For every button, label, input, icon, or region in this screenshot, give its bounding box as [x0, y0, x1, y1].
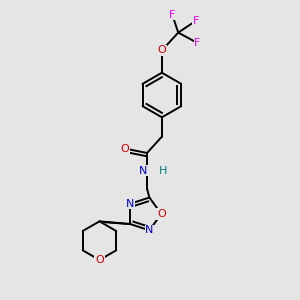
- Text: H: H: [159, 166, 167, 176]
- Text: O: O: [158, 45, 166, 56]
- Text: F: F: [193, 16, 199, 26]
- Text: F: F: [169, 10, 176, 20]
- Text: N: N: [126, 199, 134, 209]
- Text: N: N: [145, 225, 154, 235]
- Text: O: O: [157, 209, 166, 219]
- Text: O: O: [95, 255, 104, 265]
- Text: F: F: [194, 38, 201, 48]
- Text: O: O: [120, 143, 129, 154]
- Text: N: N: [139, 166, 147, 176]
